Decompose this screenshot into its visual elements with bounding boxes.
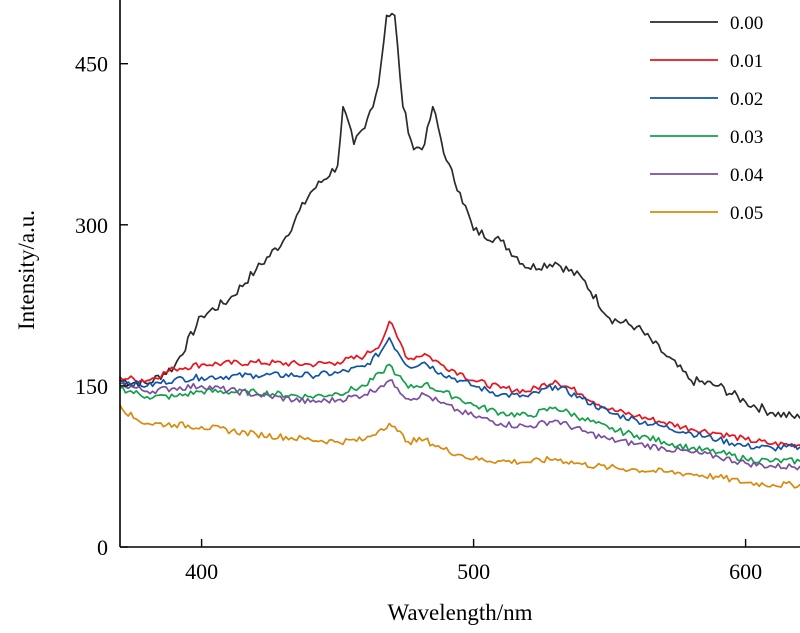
- series-line-0.04: [119, 379, 800, 471]
- x-tick-label-600: 600: [729, 559, 762, 584]
- series-line-0.05: [119, 404, 800, 489]
- y-tick-label-450: 450: [75, 52, 108, 77]
- legend-label-0.04: 0.04: [730, 165, 764, 186]
- x-tick-label-400: 400: [185, 559, 218, 584]
- legend-label-0.00: 0.00: [730, 13, 763, 34]
- legend-label-0.01: 0.01: [730, 51, 763, 72]
- x-tick-label-500: 500: [457, 559, 490, 584]
- legend-label-0.05: 0.05: [730, 203, 763, 224]
- legend-label-0.02: 0.02: [730, 89, 763, 110]
- y-axis-label: Intensity/a.u.: [14, 210, 39, 330]
- y-tick-label-0: 0: [97, 535, 108, 560]
- x-axis-label: Wavelength/nm: [387, 600, 532, 625]
- series-line-0.03: [119, 363, 800, 465]
- series-line-0.00: [119, 12, 800, 419]
- series-line-0.01: [119, 320, 800, 449]
- y-tick-label-300: 300: [75, 213, 108, 238]
- series-layer: [119, 12, 800, 489]
- series-line-0.02: [119, 336, 800, 452]
- axes-layer: [119, 0, 800, 548]
- y-tick-label-150: 150: [75, 374, 108, 399]
- ticks-layer: 400 500 600 0 150 300 450: [75, 52, 762, 584]
- legend-label-0.03: 0.03: [730, 127, 763, 148]
- legend: 0.00 0.01 0.02 0.03 0.04 0.05: [650, 13, 764, 224]
